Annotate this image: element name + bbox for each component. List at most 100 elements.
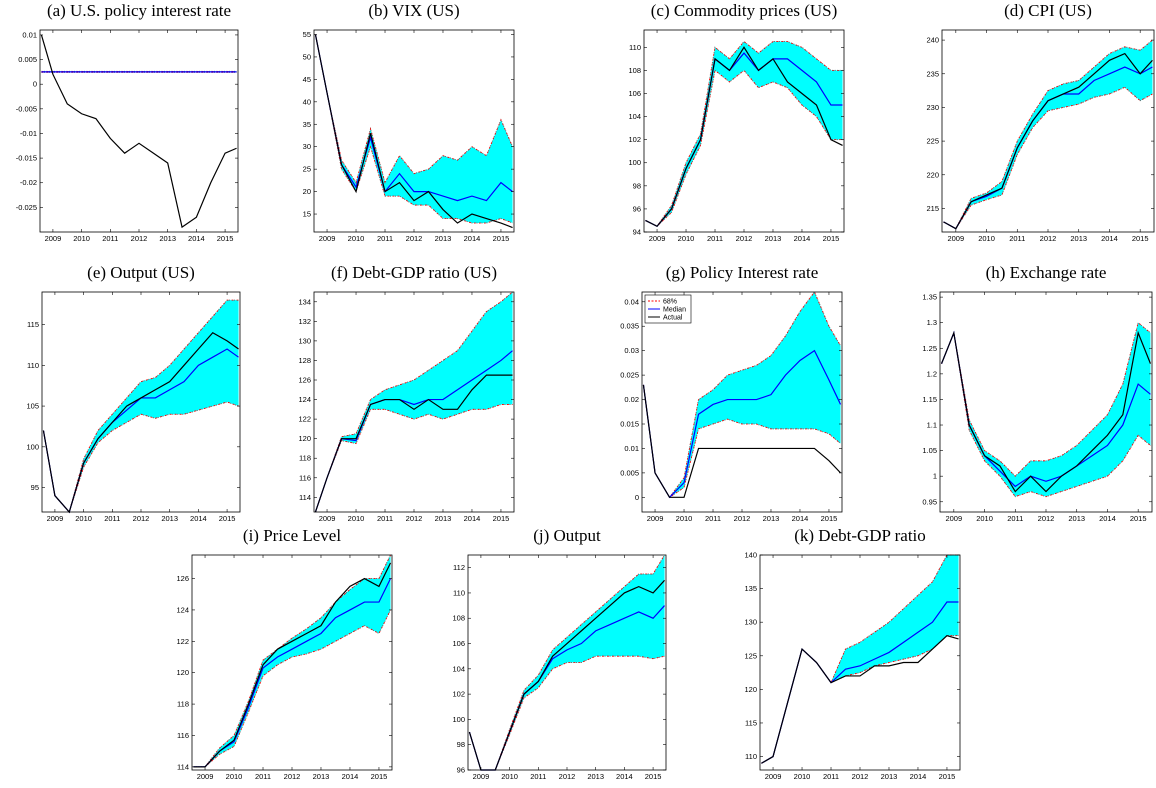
x-tick-label: 2012: [406, 234, 423, 243]
x-tick-label: 2015: [645, 772, 662, 781]
series-line: [645, 46, 843, 227]
x-tick-label: 2011: [705, 514, 721, 523]
x-tick-label: 2015: [493, 234, 510, 243]
x-tick-label: 2010: [75, 514, 92, 523]
y-tick-label: 112: [453, 563, 465, 572]
band: [469, 555, 665, 770]
x-tick-label: 2014: [464, 234, 481, 243]
x-tick-label: 2011: [530, 772, 546, 781]
y-tick-label: 1.25: [922, 344, 937, 353]
y-tick-label: 114: [299, 493, 311, 502]
x-tick-label: 2012: [736, 234, 753, 243]
x-tick-label: 2013: [587, 772, 604, 781]
band-edge: [761, 635, 959, 764]
legend-label: Actual: [663, 315, 683, 322]
y-tick-label: 100: [26, 442, 39, 451]
y-tick-label: 134: [298, 297, 311, 306]
x-tick-label: 2009: [473, 772, 490, 781]
x-tick-label: 2015: [821, 514, 838, 523]
y-tick-label: 135: [744, 584, 757, 593]
y-tick-label: 110: [453, 588, 465, 597]
x-tick-label: 2012: [284, 772, 301, 781]
x-tick-label: 2015: [219, 514, 236, 523]
x-tick-label: 2015: [823, 234, 840, 243]
y-tick-label: 94: [633, 228, 641, 237]
legend-label: 68%: [663, 299, 677, 306]
x-tick-label: 2013: [159, 234, 176, 243]
y-tick-label: 120: [298, 434, 311, 443]
x-tick-label: 2009: [197, 772, 214, 781]
band-edge: [643, 384, 841, 498]
x-tick-label: 2014: [616, 772, 633, 781]
x-tick-label: 2011: [104, 514, 120, 523]
y-tick-label: 0: [635, 493, 639, 502]
y-tick-label: 110: [27, 361, 39, 370]
y-tick-label: 1.1: [927, 421, 937, 430]
panel-title: (i) Price Level: [243, 526, 341, 545]
x-tick-label: 2010: [678, 234, 695, 243]
x-tick-label: 2015: [939, 772, 956, 781]
series-line: [940, 330, 1152, 493]
x-tick-label: 2013: [765, 234, 782, 243]
y-tick-label: 132: [298, 317, 311, 326]
band-edge: [645, 69, 843, 227]
panel-title: (a) U.S. policy interest rate: [47, 1, 231, 20]
band-edge: [314, 34, 513, 224]
y-tick-label: 116: [299, 473, 311, 482]
series-line: [314, 34, 513, 202]
band: [315, 292, 513, 512]
x-tick-label: 2014: [464, 514, 481, 523]
y-tick-label: 25: [303, 165, 311, 174]
x-tick-label: 2010: [226, 772, 243, 781]
y-tick-label: 0: [33, 80, 37, 89]
y-tick-label: 128: [298, 356, 311, 365]
y-tick-label: 30: [303, 142, 311, 151]
y-tick-label: 1.15: [922, 395, 937, 404]
x-tick-label: 2010: [348, 514, 365, 523]
x-tick-label: 2012: [852, 772, 869, 781]
band: [645, 41, 843, 227]
y-tick-label: 96: [457, 766, 465, 775]
band-edge: [315, 404, 513, 513]
y-tick-label: 124: [298, 395, 311, 404]
y-tick-label: 110: [745, 752, 757, 761]
x-tick-label: 2015: [371, 772, 388, 781]
y-tick-label: 118: [177, 700, 189, 709]
y-tick-label: 35: [303, 120, 311, 129]
band-edge: [314, 403, 513, 513]
band-edge: [315, 34, 513, 184]
y-tick-label: 122: [176, 637, 189, 646]
y-tick-label: 225: [926, 137, 939, 146]
y-tick-label: 104: [452, 664, 465, 673]
panel-title: (e) Output (US): [87, 263, 195, 282]
y-tick-label: 1.3: [927, 318, 937, 327]
y-tick-label: 0.01: [624, 444, 639, 453]
y-tick-label: 115: [27, 320, 39, 329]
y-tick-label: 122: [298, 415, 311, 424]
y-tick-label: 108: [628, 66, 641, 75]
y-tick-label: 40: [303, 97, 311, 106]
band: [941, 322, 1151, 497]
band-edge: [468, 655, 665, 771]
x-tick-label: 2013: [435, 514, 452, 523]
x-tick-label: 2009: [647, 514, 664, 523]
x-tick-label: 2014: [342, 772, 359, 781]
y-tick-label: 20: [303, 187, 311, 196]
y-tick-label: 100: [628, 158, 641, 167]
panel-title: (d) CPI (US): [1004, 1, 1092, 20]
y-tick-label: 124: [176, 605, 189, 614]
band: [43, 300, 239, 512]
y-tick-label: 1.05: [922, 446, 937, 455]
x-tick-label: 2013: [763, 514, 780, 523]
band-edge: [315, 34, 513, 224]
x-tick-label: 2011: [707, 234, 723, 243]
y-tick-label: 0.03: [624, 346, 639, 355]
x-tick-label: 2010: [794, 772, 811, 781]
panel-title: (b) VIX (US): [368, 1, 459, 20]
y-tick-label: 0.005: [620, 468, 639, 477]
y-tick-label: 15: [303, 210, 311, 219]
legend-label: Median: [663, 307, 686, 314]
band-edge: [193, 609, 391, 768]
y-tick-label: -0.015: [16, 154, 37, 163]
x-tick-label: 2011: [377, 514, 393, 523]
